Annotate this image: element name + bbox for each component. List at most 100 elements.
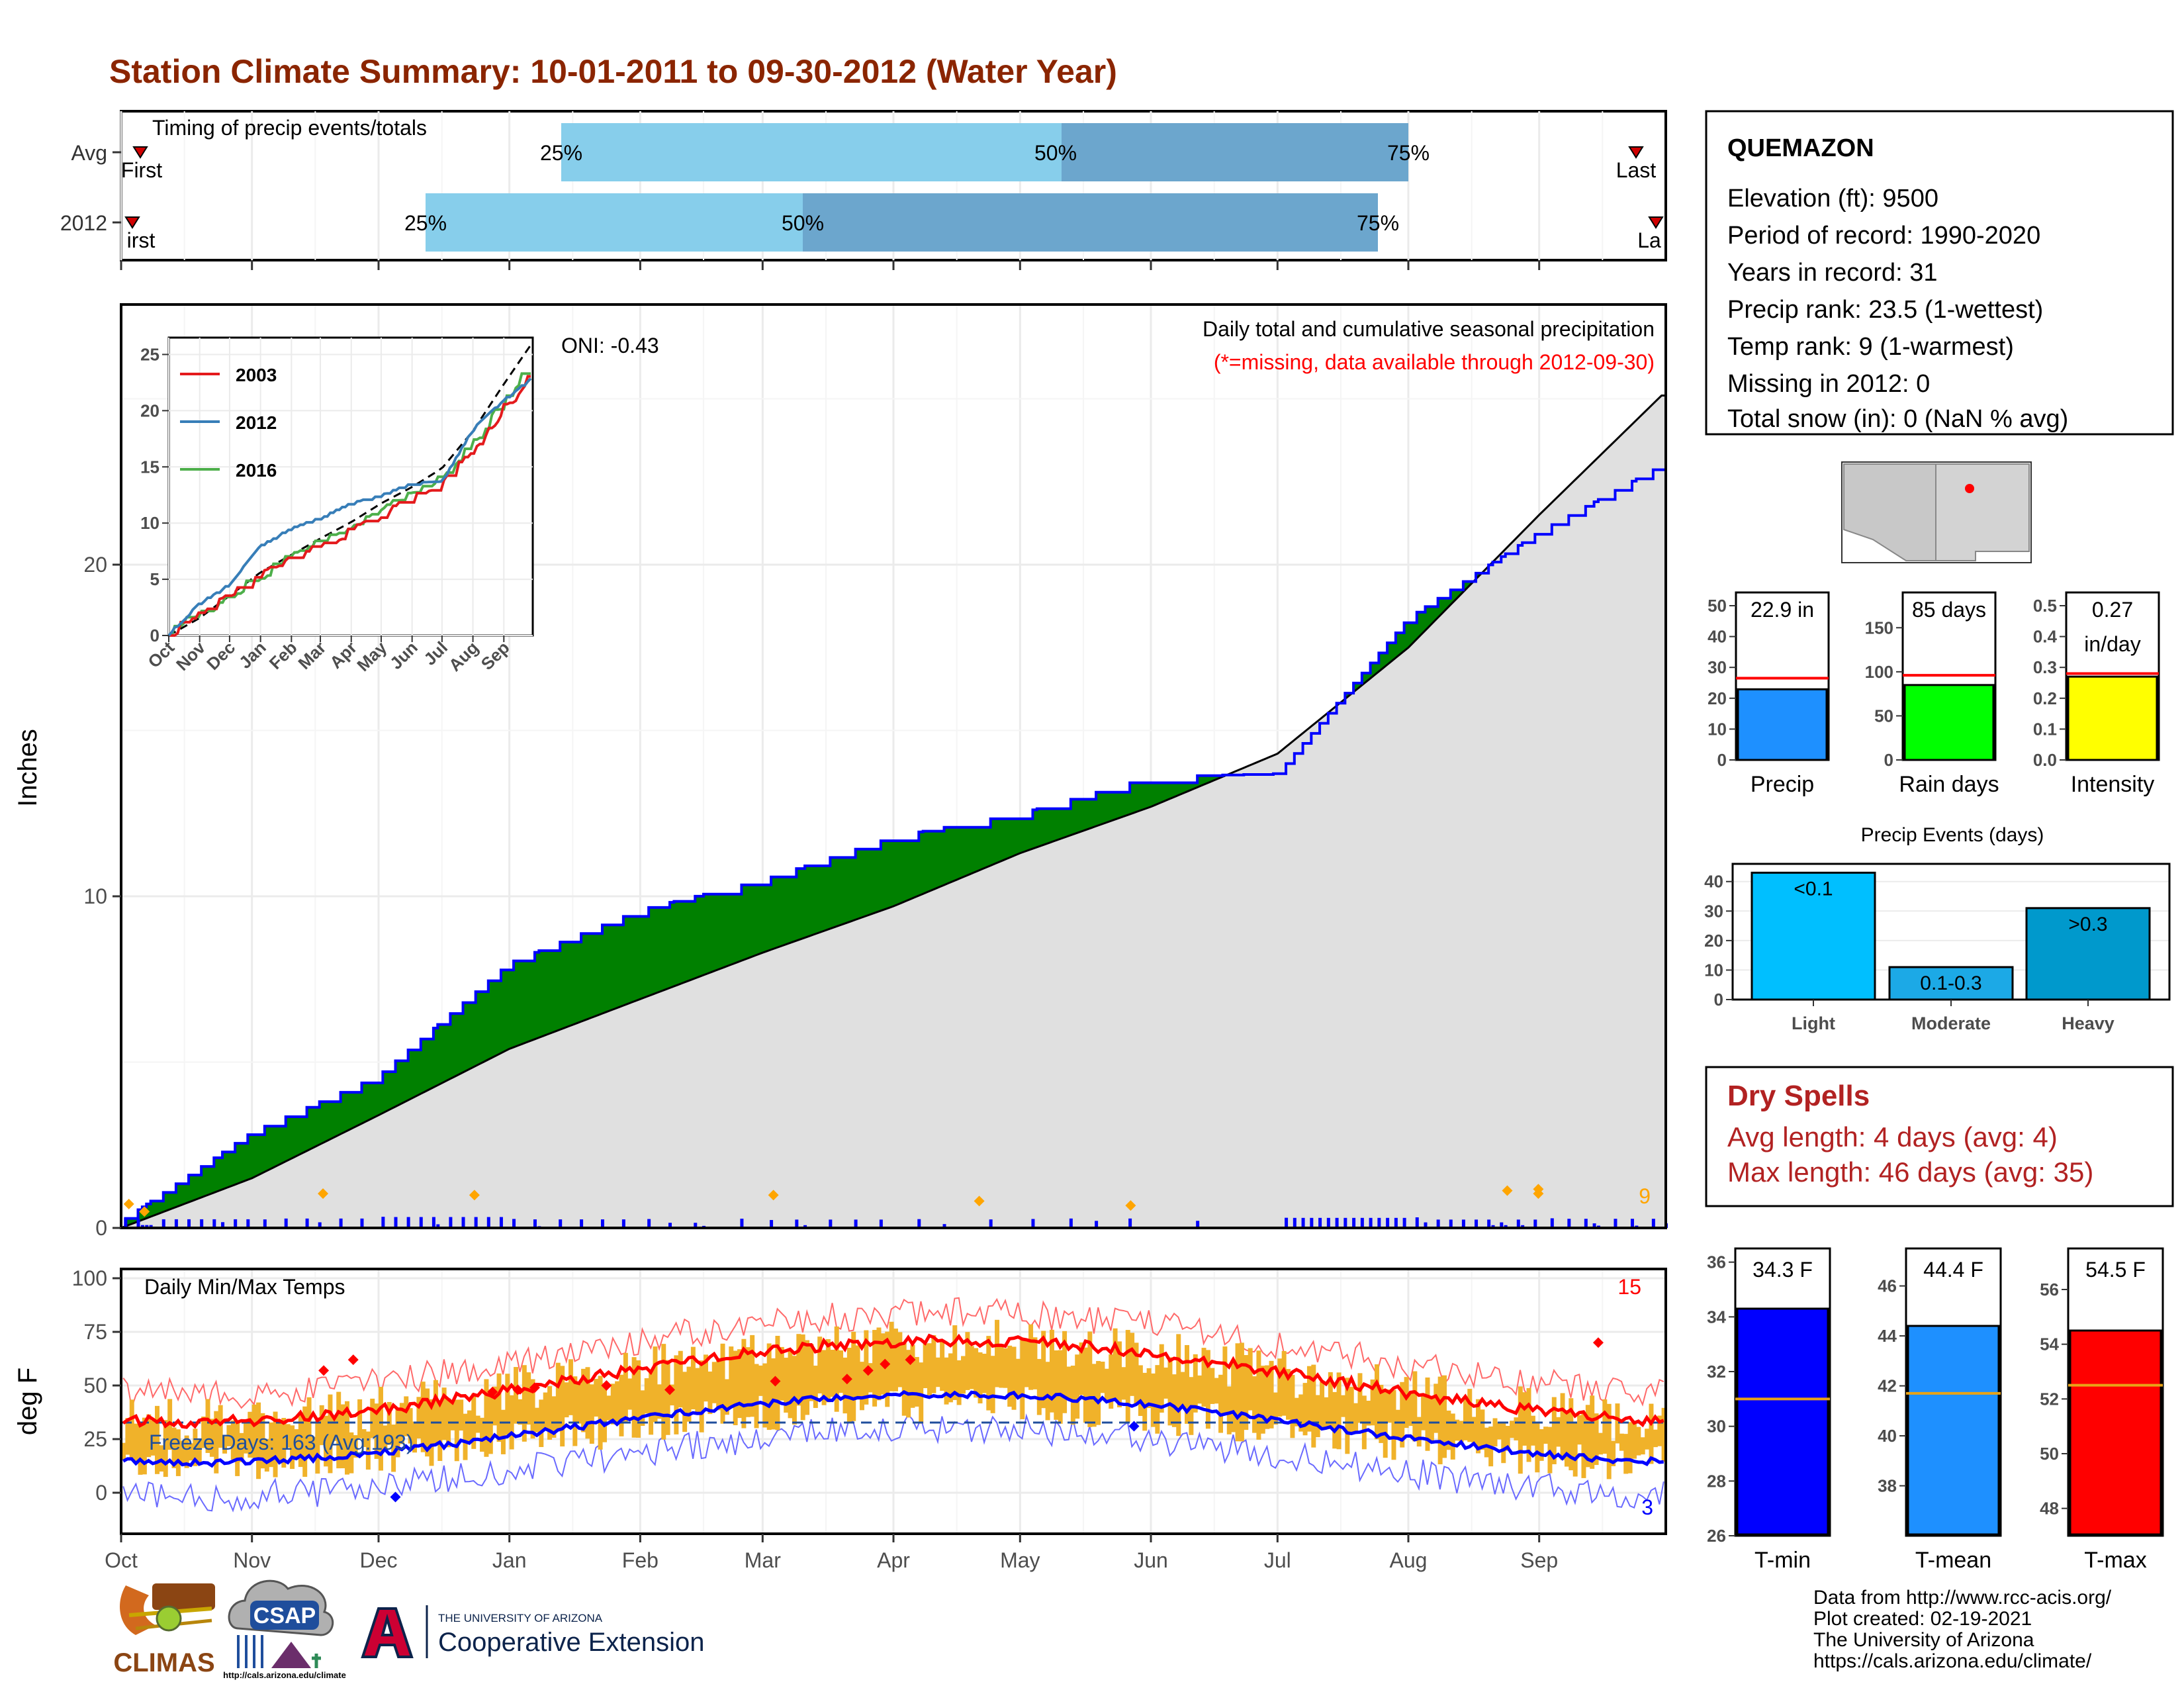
daily-temp-bar xyxy=(408,1408,413,1444)
mini-bar-tick-label: 50 xyxy=(1707,596,1727,616)
daily-temp-bar xyxy=(1514,1417,1519,1440)
daily-temp-bar xyxy=(1130,1333,1135,1396)
daily-temp-bar xyxy=(1611,1440,1616,1466)
daily-precip-bar xyxy=(1360,1217,1364,1228)
daily-temp-bar xyxy=(733,1350,738,1425)
daily-temp-bar xyxy=(1214,1378,1219,1404)
daily-temp-bar xyxy=(1606,1403,1612,1479)
daily-temp-bar xyxy=(370,1398,375,1438)
precip-corner-count: 9 xyxy=(1639,1184,1651,1208)
daily-temp-bar xyxy=(1623,1434,1629,1474)
daily-temp-bar xyxy=(180,1440,185,1464)
daily-precip-bar xyxy=(1031,1219,1035,1228)
station-years: Years in record: 31 xyxy=(1727,259,1938,287)
daily-temp-bar xyxy=(1185,1344,1189,1424)
daily-precip-bar xyxy=(621,1219,625,1228)
daily-precip-bar xyxy=(1326,1217,1330,1228)
daily-temp-bar xyxy=(1041,1331,1046,1409)
csap-text: CSAP xyxy=(253,1603,316,1628)
temp-summary-tick-label: 30 xyxy=(1707,1417,1726,1436)
last-marker-avg xyxy=(1628,146,1644,159)
daily-temp-bar xyxy=(1222,1346,1228,1414)
events-ytick-label: 10 xyxy=(1704,960,1723,980)
first-label-avg: First xyxy=(121,158,162,182)
daily-temp-bar xyxy=(956,1360,962,1405)
daily-temp-bar xyxy=(155,1405,159,1474)
daily-temp-bar xyxy=(264,1438,269,1472)
temp-summary-bar xyxy=(2069,1329,2162,1536)
daily-temp-bar xyxy=(1522,1392,1527,1446)
daily-temp-bar xyxy=(332,1416,337,1441)
daily-precip-bar xyxy=(580,1219,584,1228)
daily-temp-bar xyxy=(193,1429,198,1466)
daily-temp-bar xyxy=(1248,1348,1253,1411)
daily-temp-bar xyxy=(830,1350,835,1397)
daily-precip-bar xyxy=(1352,1217,1356,1228)
daily-temp-bar xyxy=(319,1405,324,1446)
daily-precip-bar xyxy=(200,1219,204,1228)
daily-temp-bar xyxy=(1197,1375,1203,1404)
daily-temp-bar xyxy=(851,1331,856,1421)
daily-precip-bar xyxy=(1318,1217,1322,1228)
daily-precip-bar xyxy=(1369,1217,1373,1228)
daily-temp-bar xyxy=(277,1423,282,1461)
station-name: QUEMAZON xyxy=(1727,134,1874,162)
mini-bar-tick-label: 0.1 xyxy=(2033,719,2057,739)
daily-precip-bar xyxy=(1461,1219,1465,1228)
temps-ytick-label: 100 xyxy=(72,1266,107,1290)
dry-spells-max: Max length: 46 days (avg: 35) xyxy=(1727,1156,2093,1188)
daily-temp-bar xyxy=(1649,1403,1654,1464)
average-cumulative-area xyxy=(120,394,1667,1229)
daily-temp-bar xyxy=(433,1380,438,1444)
daily-temp-bar xyxy=(1054,1350,1059,1420)
daily-temp-bar xyxy=(1231,1360,1236,1432)
daily-temp-bar xyxy=(935,1357,940,1387)
temps-min-count: 3 xyxy=(1641,1495,1653,1519)
temp-record-high-diamond xyxy=(1592,1337,1604,1348)
ua-small-text: THE UNIVERSITY OF ARIZONA xyxy=(438,1612,603,1624)
events-bar-label: 0.1-0.3 xyxy=(1920,972,1981,994)
daily-temp-bar xyxy=(1239,1342,1244,1442)
mini-bar-tick-label: 0.5 xyxy=(2033,596,2057,616)
temps-title: Daily Min/Max Temps xyxy=(144,1275,345,1299)
precip-highlight-diamond xyxy=(139,1206,150,1217)
daily-temp-bar xyxy=(619,1374,624,1436)
temp-summary-bar xyxy=(1736,1307,1829,1536)
mini-bar-value-label: 85 days xyxy=(1912,598,1986,622)
daily-precip-bar xyxy=(161,1219,165,1228)
daily-temp-bar xyxy=(294,1429,299,1458)
month-label: Apr xyxy=(877,1548,910,1572)
temp-summary-label: T-mean xyxy=(1915,1548,1991,1573)
daily-temp-bar xyxy=(1083,1347,1088,1423)
footer-line-3: The University of Arizona xyxy=(1813,1629,2034,1651)
daily-temp-bar xyxy=(927,1343,932,1395)
daily-precip-bar xyxy=(1491,1225,1495,1228)
mini-bar-label: Rain days xyxy=(1899,772,1999,797)
temp-record-high-diamond xyxy=(905,1354,916,1366)
daily-temp-bar xyxy=(771,1358,776,1430)
events-category-label: Heavy xyxy=(2062,1013,2115,1033)
daily-temp-bar xyxy=(1290,1375,1295,1438)
daily-temp-bar xyxy=(518,1399,523,1425)
inset-line-2012 xyxy=(167,377,532,637)
daily-temp-bar xyxy=(1615,1403,1620,1444)
daily-temp-bar xyxy=(665,1360,670,1435)
csap-url: http://cals.arizona.edu/climate xyxy=(223,1670,346,1680)
daily-temp-bar xyxy=(420,1382,426,1452)
temps-ytick-label: 75 xyxy=(83,1320,107,1344)
daily-precip-bar xyxy=(1377,1217,1381,1228)
daily-temp-bar xyxy=(1492,1418,1498,1447)
daily-temp-bar xyxy=(779,1346,784,1401)
temp-summary-tick-label: 32 xyxy=(1707,1362,1726,1382)
daily-temp-bar xyxy=(868,1363,873,1393)
daily-temp-bar xyxy=(1265,1365,1270,1429)
temp-record-high-diamond xyxy=(487,1386,498,1397)
daily-temp-bar xyxy=(766,1343,772,1430)
daily-temp-bar xyxy=(1446,1410,1451,1450)
daily-temp-bar xyxy=(623,1352,628,1422)
daily-temp-bar xyxy=(707,1371,713,1415)
precip-highlight-diamond xyxy=(469,1190,480,1201)
p75-label-avg: 75% xyxy=(1387,141,1430,165)
station-location-dot xyxy=(1965,484,1974,493)
daily-temp-bar xyxy=(1505,1425,1510,1451)
